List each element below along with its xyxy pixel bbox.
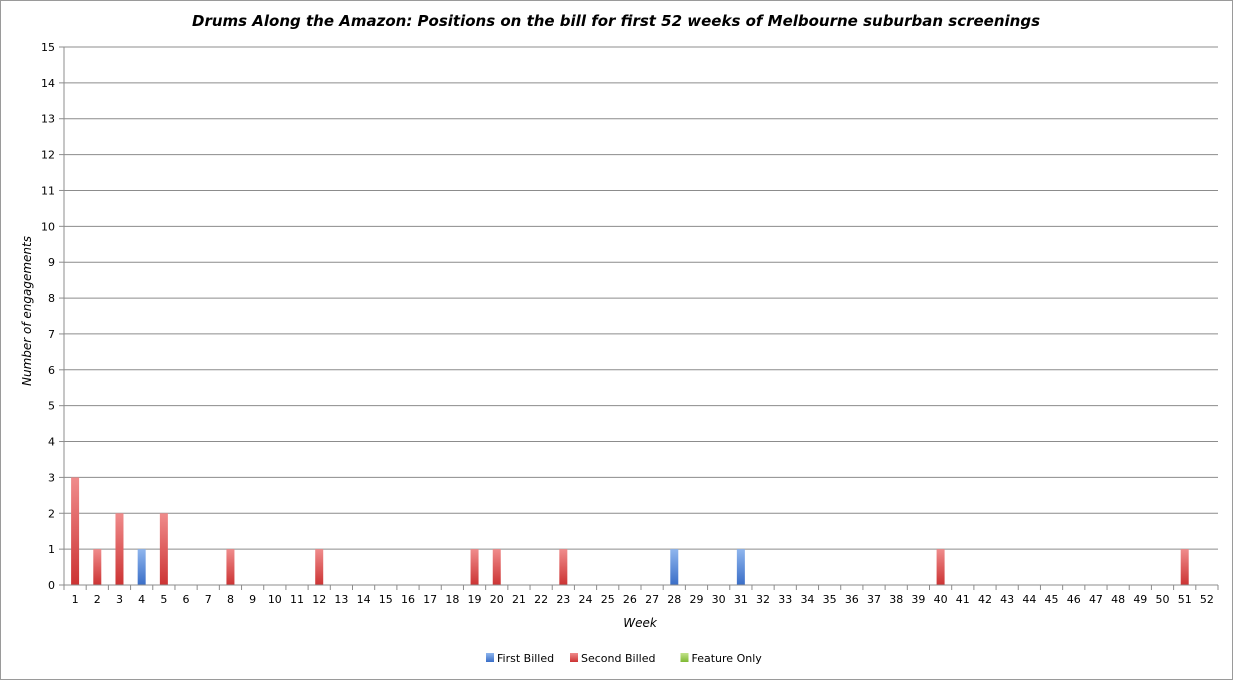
- y-tick-label: 11: [41, 184, 55, 197]
- x-tick-label: 22: [534, 593, 548, 606]
- x-tick-label: 17: [423, 593, 437, 606]
- x-tick-label: 28: [667, 593, 681, 606]
- x-tick-label: 43: [1000, 593, 1014, 606]
- legend-swatch-feature-only: [680, 653, 689, 662]
- x-tick-label: 11: [290, 593, 304, 606]
- x-tick-label: 32: [756, 593, 770, 606]
- x-tick-label: 35: [823, 593, 837, 606]
- x-tick-label: 21: [512, 593, 526, 606]
- bar-second-billed-week-3: [115, 513, 124, 585]
- x-tick-label: 25: [601, 593, 615, 606]
- x-tick-label: 23: [556, 593, 570, 606]
- y-tick-label: 13: [41, 113, 55, 126]
- gridlines: [64, 46, 1218, 550]
- y-tick-label: 15: [41, 41, 55, 54]
- x-tick-label: 1: [72, 593, 79, 606]
- x-axis-ticks: 1 2 3 4 5 6 7 8 9 10 11 12 13 14 15 16 17 18 19 20 21 22 23 24 2…: [63, 585, 1219, 606]
- chart-title: Drums Along the Amazon: Positions on the…: [192, 12, 1040, 30]
- x-tick-label: 16: [401, 593, 415, 606]
- x-axis-title: Week: [623, 616, 658, 630]
- axes: [63, 47, 1218, 586]
- x-tick-label: 38: [889, 593, 903, 606]
- legend-label-feature-only: Feature Only: [692, 652, 763, 665]
- x-tick-label: 3: [116, 593, 123, 606]
- x-tick-label: 18: [445, 593, 459, 606]
- bar-second-billed-week-2: [93, 549, 102, 585]
- x-tick-label: 31: [734, 593, 748, 606]
- y-tick-label: 0: [48, 579, 55, 592]
- x-tick-label: 47: [1089, 593, 1103, 606]
- x-tick-label: 39: [911, 593, 925, 606]
- y-tick-label: 7: [48, 328, 55, 341]
- y-tick-label: 3: [48, 471, 55, 484]
- bar-second-billed-week-1: [71, 477, 80, 585]
- y-tick-label: 9: [48, 256, 55, 269]
- x-tick-label: 6: [183, 593, 190, 606]
- bar-first-billed-week-31: [736, 549, 745, 585]
- x-tick-label: 24: [579, 593, 593, 606]
- x-tick-label: 20: [490, 593, 504, 606]
- y-tick-label: 2: [48, 507, 55, 520]
- x-tick-label: 13: [334, 593, 348, 606]
- x-tick-label: 50: [1156, 593, 1170, 606]
- y-tick-label: 6: [48, 364, 55, 377]
- y-tick-label: 8: [48, 292, 55, 305]
- legend-label-first-billed: First Billed: [497, 652, 554, 665]
- x-tick-label: 12: [312, 593, 326, 606]
- bar-second-billed-week-20: [492, 549, 501, 585]
- legend: First Billed Second Billed Feature Only: [486, 652, 762, 665]
- x-tick-label: 4: [138, 593, 145, 606]
- x-tick-label: 34: [800, 593, 814, 606]
- x-tick-label: 30: [712, 593, 726, 606]
- x-tick-label: 2: [94, 593, 101, 606]
- y-tick-label: 1: [48, 543, 55, 556]
- legend-label-second-billed: Second Billed: [581, 652, 655, 665]
- x-tick-label: 7: [205, 593, 212, 606]
- y-tick-label: 5: [48, 400, 55, 413]
- x-tick-label: 44: [1022, 593, 1036, 606]
- x-tick-label: 37: [867, 593, 881, 606]
- x-tick-label: 10: [268, 593, 282, 606]
- x-tick-label: 51: [1178, 593, 1192, 606]
- y-tick-label: 14: [41, 77, 55, 90]
- x-tick-label: 5: [160, 593, 167, 606]
- x-tick-label: 29: [689, 593, 703, 606]
- x-tick-label: 48: [1111, 593, 1125, 606]
- bar-first-billed-week-28: [670, 549, 679, 585]
- x-tick-label: 27: [645, 593, 659, 606]
- bar-second-billed-week-40: [936, 549, 945, 585]
- x-tick-label: 46: [1067, 593, 1081, 606]
- x-tick-label: 41: [956, 593, 970, 606]
- bar-second-billed-week-51: [1180, 549, 1189, 585]
- x-tick-label: 40: [934, 593, 948, 606]
- bar-second-billed-week-12: [315, 549, 324, 585]
- x-tick-label: 52: [1200, 593, 1214, 606]
- x-tick-label: 33: [778, 593, 792, 606]
- x-tick-label: 19: [468, 593, 482, 606]
- legend-swatch-first-billed: [486, 653, 494, 662]
- bar-first-billed-week-4: [137, 549, 146, 585]
- bar-second-billed-week-19: [470, 549, 479, 585]
- x-tick-label: 36: [845, 593, 859, 606]
- x-tick-label: 26: [623, 593, 637, 606]
- x-tick-label: 9: [249, 593, 256, 606]
- bar-second-billed-week-23: [559, 549, 568, 585]
- x-tick-label: 49: [1133, 593, 1147, 606]
- bars: [71, 477, 1189, 585]
- x-tick-label: 14: [357, 593, 371, 606]
- y-axis-title: Number of engagements: [20, 236, 34, 386]
- legend-swatch-second-billed: [570, 653, 578, 662]
- x-tick-label: 15: [379, 593, 393, 606]
- bar-second-billed-week-8: [226, 549, 235, 585]
- y-tick-label: 10: [41, 220, 55, 233]
- x-tick-label: 45: [1045, 593, 1059, 606]
- bar-second-billed-week-5: [159, 513, 168, 585]
- y-tick-label: 4: [48, 436, 55, 449]
- x-tick-label: 8: [227, 593, 234, 606]
- x-tick-label: 42: [978, 593, 992, 606]
- y-tick-label: 12: [41, 149, 55, 162]
